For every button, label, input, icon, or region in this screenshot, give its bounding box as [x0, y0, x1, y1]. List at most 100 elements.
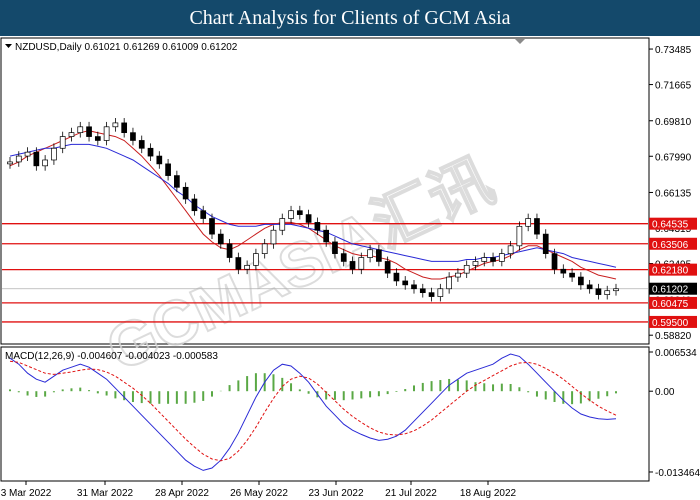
candle-body — [490, 257, 496, 262]
candle-body — [367, 249, 373, 258]
level-price-tag — [649, 263, 697, 276]
candle-body — [595, 288, 602, 295]
candle-body — [542, 233, 549, 254]
price-panel-header: NZDUSD,Daily 0.61021 0.61269 0.61009 0.6… — [15, 42, 238, 53]
candle-body — [340, 253, 347, 262]
candle-body — [393, 272, 400, 282]
macd-axis-tick-label: -0.013464 — [655, 468, 700, 479]
candle-body — [498, 253, 505, 262]
level-price-tag — [649, 217, 697, 230]
candle-body — [59, 136, 66, 149]
candle-body — [349, 261, 356, 270]
candle-body — [244, 264, 250, 270]
candle-body — [24, 151, 31, 157]
candle-body — [191, 198, 198, 212]
price-axis-tick-label: 0.69810 — [655, 117, 692, 128]
current-price-tag — [649, 282, 697, 295]
candle-body — [428, 292, 435, 297]
candle-body — [261, 243, 268, 254]
candle-body — [33, 151, 40, 167]
candle-body — [569, 272, 575, 278]
candle-body — [437, 288, 444, 297]
candle-body — [121, 122, 128, 134]
candle-body — [226, 243, 233, 258]
candle-body — [516, 225, 523, 247]
candle-body — [42, 159, 48, 167]
level-price-label: 0.59500 — [652, 318, 689, 329]
candle-body — [182, 186, 189, 200]
candle-body — [411, 284, 417, 290]
candle-body — [253, 253, 259, 266]
candle-body — [534, 218, 540, 235]
macd-axis-tick-label: 0.00 — [655, 387, 675, 398]
macd-line — [9, 353, 617, 471]
candle-body — [481, 257, 488, 262]
candle-body — [112, 122, 119, 128]
candle-body — [604, 290, 611, 295]
time-axis-tick-label: 23 Jun 2022 — [308, 488, 363, 499]
dropdown-triangle-icon[interactable] — [5, 44, 12, 48]
macd-panel-header: MACD(12,26,9) -0.004607 -0.004023 -0.000… — [5, 351, 218, 362]
chart-shift-marker-icon[interactable] — [515, 39, 525, 44]
candle-body — [209, 218, 215, 235]
level-price-label: 0.63506 — [652, 240, 689, 251]
chart-area: GCMASIA汇讯 0.734850.716650.698100.679900.… — [0, 37, 700, 499]
macd-axis-tick-label: 0.006534 — [655, 348, 697, 359]
candle-body — [200, 210, 207, 219]
price-axis-tick-label: 0.71665 — [655, 81, 692, 92]
candle-body — [217, 233, 224, 245]
candle-body — [7, 161, 13, 165]
candle-body — [507, 245, 514, 254]
candle-body — [235, 257, 242, 270]
candle-body — [551, 253, 558, 270]
price-axis-tick-label: 0.67990 — [655, 152, 692, 163]
price-axis-tick-label: 0.73485 — [655, 45, 692, 56]
candle-body — [384, 261, 391, 274]
price-axis-tick-label: 0.58820 — [655, 331, 692, 342]
candle-body — [288, 210, 294, 219]
candle-body — [279, 218, 286, 231]
macd-panel — [0, 346, 650, 482]
candle-body — [147, 147, 154, 157]
candle-body — [305, 214, 312, 223]
candle-body — [314, 222, 321, 231]
level-price-tag — [649, 237, 697, 250]
candle-body — [296, 210, 303, 215]
level-price-label: 0.62180 — [652, 266, 689, 277]
candle-body — [323, 229, 330, 243]
current-price-label: 0.61202 — [652, 285, 689, 296]
ma_slow-line — [9, 143, 617, 268]
time-axis-tick-label: 21 Jul 2022 — [385, 488, 437, 499]
candle-body — [446, 276, 452, 290]
time-axis-tick-label: 3 Mar 2022 — [1, 488, 52, 499]
time-axis-tick-label: 26 May 2022 — [230, 488, 288, 499]
candle-body — [15, 155, 22, 163]
candle-body — [472, 261, 479, 266]
candle-body — [376, 249, 382, 262]
time-axis-tick-label: 31 Mar 2022 — [77, 488, 134, 499]
time-axis-tick-label: 28 Apr 2022 — [155, 488, 209, 499]
candle-body — [560, 268, 567, 274]
candle-body — [419, 288, 426, 294]
chart-banner-title: Chart Analysis for Clients of GCM Asia — [0, 0, 700, 36]
candle-body — [525, 218, 532, 227]
level-price-label: 0.64535 — [652, 220, 689, 231]
candle-body — [270, 229, 277, 245]
candle-body — [332, 241, 338, 254]
candle-body — [463, 264, 470, 274]
candle-body — [358, 257, 365, 270]
time-axis-tick-label: 18 Aug 2022 — [460, 488, 517, 499]
candle-body — [138, 140, 145, 149]
level-price-label: 0.60475 — [652, 299, 689, 310]
level-price-tag — [649, 315, 697, 328]
candle-body — [77, 126, 84, 134]
candle-body — [165, 163, 171, 176]
candle-body — [68, 132, 75, 137]
candle-body — [455, 272, 461, 278]
price-axis-tick-label: 0.66135 — [655, 188, 692, 199]
candle-body — [613, 288, 619, 292]
price-panel — [0, 37, 650, 345]
candle-body — [586, 284, 593, 290]
candle-body — [174, 175, 180, 188]
candle-body — [103, 126, 110, 141]
